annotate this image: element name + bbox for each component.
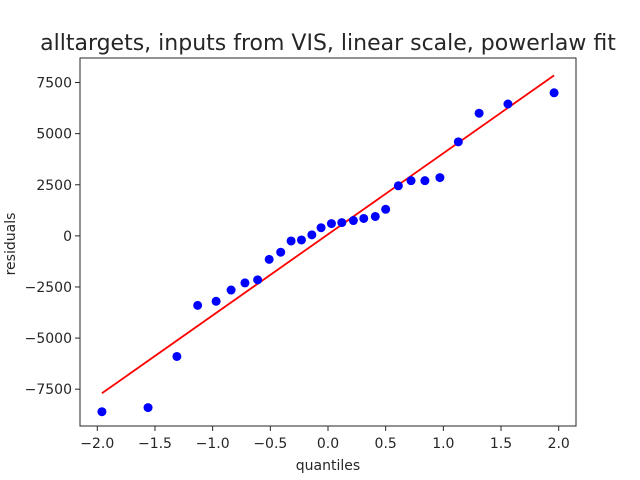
data-point (503, 100, 512, 109)
data-point (327, 219, 336, 228)
data-point (276, 248, 285, 257)
data-point (144, 403, 153, 412)
data-point (317, 223, 326, 232)
data-point (454, 137, 463, 146)
x-tick-label: 0.5 (375, 436, 397, 452)
data-point (407, 176, 416, 185)
data-point (172, 352, 181, 361)
y-tick-label: −7500 (25, 382, 72, 398)
y-tick-label: 7500 (36, 76, 72, 92)
data-point (193, 301, 202, 310)
data-point (97, 407, 106, 416)
data-point (265, 255, 274, 264)
x-tick-label: −1.5 (138, 436, 172, 452)
data-point (420, 176, 429, 185)
y-tick-label: 2500 (36, 178, 72, 194)
data-point (287, 236, 296, 245)
data-point (227, 286, 236, 295)
x-tick-label: 0.0 (317, 436, 339, 452)
x-tick-label: 1.0 (432, 436, 454, 452)
data-point (359, 214, 368, 223)
x-axis: −2.0 −1.5 −1.0 −0.5 0.0 0.5 1.0 1.5 2.0 (80, 426, 570, 452)
data-point (435, 173, 444, 182)
x-tick-label: 2.0 (548, 436, 570, 452)
y-tick-label: −5000 (25, 331, 72, 347)
y-tick-label: −2500 (25, 280, 72, 296)
data-point (550, 88, 559, 97)
data-point (394, 181, 403, 190)
data-point (371, 212, 380, 221)
chart-title: alltargets, inputs from VIS, linear scal… (40, 31, 616, 56)
y-tick-label: 5000 (36, 127, 72, 143)
data-point (297, 235, 306, 244)
data-point (475, 109, 484, 118)
y-axis-label: residuals (3, 213, 19, 276)
x-tick-label: −0.5 (253, 436, 287, 452)
data-point (307, 230, 316, 239)
x-tick-label: −2.0 (80, 436, 114, 452)
x-tick-label: 1.5 (490, 436, 512, 452)
y-axis: −7500 −5000 −2500 0 2500 5000 7500 (25, 76, 80, 399)
data-point (253, 275, 262, 284)
x-tick-label: −1.0 (196, 436, 230, 452)
data-point (349, 216, 358, 225)
data-point (240, 278, 249, 287)
data-point (337, 218, 346, 227)
data-point (212, 297, 221, 306)
y-tick-label: 0 (63, 229, 72, 245)
x-axis-label: quantiles (296, 458, 360, 474)
data-point (381, 205, 390, 214)
